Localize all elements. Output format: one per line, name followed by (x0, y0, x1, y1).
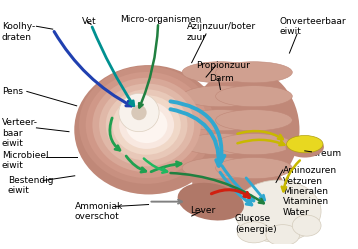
Ellipse shape (119, 93, 159, 132)
Ellipse shape (216, 158, 292, 179)
Ellipse shape (126, 107, 168, 143)
Text: Pens: Pens (2, 87, 23, 96)
Text: Glucose
(energie): Glucose (energie) (235, 214, 276, 234)
Text: Vet: Vet (82, 17, 96, 26)
Circle shape (131, 105, 147, 120)
Ellipse shape (292, 215, 321, 236)
Text: Lever: Lever (190, 206, 215, 215)
Ellipse shape (182, 110, 259, 131)
Ellipse shape (192, 166, 283, 199)
Ellipse shape (216, 134, 292, 155)
Ellipse shape (112, 95, 181, 155)
Text: Onverteerbaar
eiwit: Onverteerbaar eiwit (280, 17, 347, 36)
Text: Koolhy-
draten: Koolhy- draten (2, 22, 35, 42)
Text: Aminozuren
Vetzuren
Mineralen
Vitaminen
Water: Aminozuren Vetzuren Mineralen Vitaminen … (283, 166, 337, 217)
Ellipse shape (216, 62, 292, 83)
Ellipse shape (182, 158, 259, 179)
Ellipse shape (182, 62, 259, 83)
Text: Azijnzuur/boter
zuur: Azijnzuur/boter zuur (187, 22, 256, 42)
Text: Ammoniak
overschot: Ammoniak overschot (75, 202, 123, 221)
Ellipse shape (99, 84, 194, 166)
Text: Microbieel
eiwit: Microbieel eiwit (2, 151, 49, 170)
Ellipse shape (286, 136, 324, 158)
Ellipse shape (86, 72, 208, 178)
Ellipse shape (189, 67, 300, 192)
Text: Propionzuur: Propionzuur (197, 61, 250, 70)
Ellipse shape (182, 86, 259, 107)
Ellipse shape (266, 225, 300, 246)
Text: able: able (113, 142, 132, 151)
Ellipse shape (286, 135, 323, 153)
Ellipse shape (106, 89, 188, 161)
Text: Micro-organismen: Micro-organismen (120, 15, 201, 24)
Text: Ureum: Ureum (311, 149, 342, 158)
Ellipse shape (74, 65, 223, 194)
Ellipse shape (216, 86, 292, 107)
Text: Darm: Darm (209, 74, 234, 83)
Ellipse shape (92, 78, 201, 172)
Ellipse shape (178, 183, 244, 221)
Text: Bestendig
eiwit: Bestendig eiwit (8, 176, 53, 195)
Ellipse shape (237, 222, 271, 243)
Ellipse shape (216, 110, 292, 131)
Ellipse shape (182, 134, 259, 155)
Ellipse shape (119, 101, 174, 149)
Ellipse shape (235, 180, 321, 242)
Text: Verteer-
baar
eiwit: Verteer- baar eiwit (2, 118, 38, 148)
Ellipse shape (79, 66, 214, 184)
